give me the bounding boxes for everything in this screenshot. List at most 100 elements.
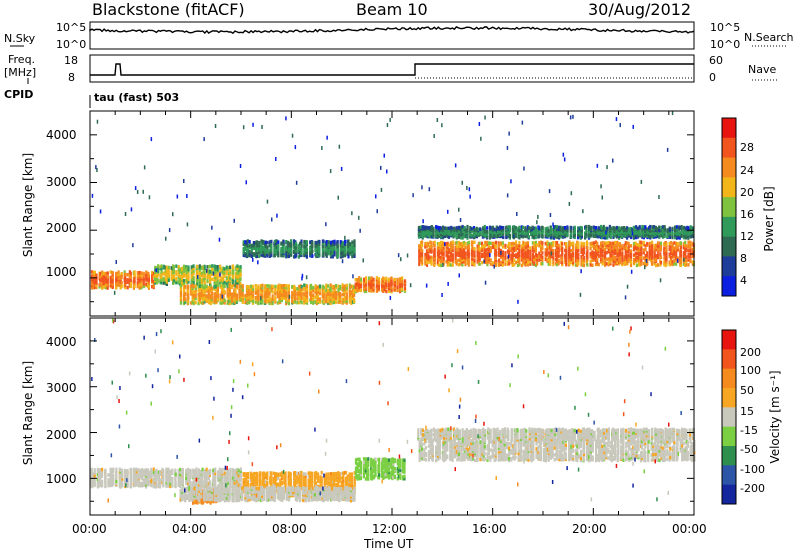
range-cell — [331, 292, 334, 296]
range-cell — [524, 228, 527, 232]
range-cell — [336, 246, 339, 251]
range-cell — [577, 245, 580, 249]
range-cell — [486, 253, 489, 258]
range-cell — [336, 254, 339, 259]
range-cell — [582, 263, 586, 268]
range-cell — [152, 274, 155, 279]
noise-cell — [218, 237, 221, 242]
range-cell — [573, 229, 576, 233]
range-cell — [459, 244, 462, 248]
range-cell — [588, 226, 591, 230]
range-cell — [634, 259, 637, 264]
range-cell — [460, 225, 463, 230]
range-cell — [516, 246, 520, 250]
range-cell — [637, 258, 641, 263]
range-cell — [180, 291, 183, 295]
range-cell — [482, 233, 485, 237]
range-cell — [315, 249, 318, 254]
range-cell — [504, 251, 507, 255]
range-cell — [274, 284, 277, 289]
range-cell — [463, 257, 466, 262]
noise-cell — [186, 222, 189, 227]
range-cell — [679, 255, 682, 260]
range-cell — [539, 244, 543, 248]
range-cell — [501, 241, 504, 245]
range-cell — [228, 289, 231, 293]
range-cell — [590, 225, 593, 230]
range-cell — [429, 255, 432, 259]
range-cell — [453, 234, 456, 238]
range-cell — [541, 241, 544, 245]
range-cell — [531, 245, 534, 250]
range-cell — [375, 276, 378, 280]
range-cell — [200, 278, 204, 282]
range-cell — [668, 230, 672, 235]
range-cell — [277, 253, 280, 258]
range-cell — [157, 279, 160, 283]
range-cell — [651, 225, 654, 229]
range-cell — [235, 280, 238, 285]
range-cell — [99, 283, 102, 287]
range-cell — [627, 230, 630, 235]
noise-cell — [136, 190, 139, 194]
range-cell — [627, 259, 630, 263]
noise-cell — [358, 215, 360, 220]
range-cell — [589, 255, 592, 259]
range-cell — [264, 250, 267, 255]
range-cell — [564, 227, 567, 232]
range-cell — [303, 301, 306, 305]
range-cell — [233, 298, 236, 302]
range-cell — [287, 249, 291, 253]
range-cell — [580, 241, 583, 246]
range-cell — [594, 226, 598, 230]
range-cell — [588, 233, 591, 238]
noise-cell — [301, 276, 303, 281]
range-cell — [575, 243, 578, 247]
range-cell — [303, 285, 306, 290]
range-cell — [303, 288, 306, 292]
range-cell — [164, 277, 167, 282]
range-cell — [585, 228, 588, 232]
noise-cell — [484, 115, 486, 120]
range-cell — [165, 269, 168, 274]
range-cell — [687, 240, 690, 244]
range-cell — [244, 294, 247, 298]
range-cell — [531, 227, 534, 232]
range-cell — [241, 300, 244, 304]
velocity-ytick-1000: 1000 — [46, 472, 77, 486]
range-cell — [635, 225, 638, 229]
range-cell — [129, 281, 132, 286]
range-cell — [455, 240, 458, 245]
range-cell — [663, 260, 666, 264]
range-cell — [354, 285, 357, 290]
range-cell — [556, 252, 559, 257]
range-cell — [239, 282, 242, 286]
range-cell — [375, 284, 378, 288]
range-cell — [425, 260, 429, 265]
range-cell — [315, 252, 318, 256]
range-cell — [226, 287, 229, 291]
range-cell — [211, 270, 214, 274]
range-cell — [358, 278, 361, 283]
range-cell — [305, 247, 308, 251]
range-cell — [421, 243, 424, 248]
range-cell — [329, 301, 332, 306]
range-cell — [533, 262, 536, 266]
range-cell — [216, 294, 219, 298]
range-cell — [484, 258, 487, 263]
range-cell — [534, 249, 537, 253]
range-cell — [348, 298, 351, 302]
range-cell — [393, 285, 397, 290]
noise-cell — [326, 135, 328, 140]
range-cell — [621, 251, 624, 255]
range-cell — [504, 259, 507, 263]
range-cell — [353, 285, 356, 289]
range-cell — [331, 245, 334, 250]
range-cell — [493, 233, 496, 237]
range-cell — [494, 249, 497, 253]
noise-cell — [632, 124, 634, 129]
range-cell — [433, 253, 436, 258]
range-cell — [636, 226, 639, 231]
range-cell — [427, 250, 430, 254]
range-cell — [280, 241, 283, 245]
